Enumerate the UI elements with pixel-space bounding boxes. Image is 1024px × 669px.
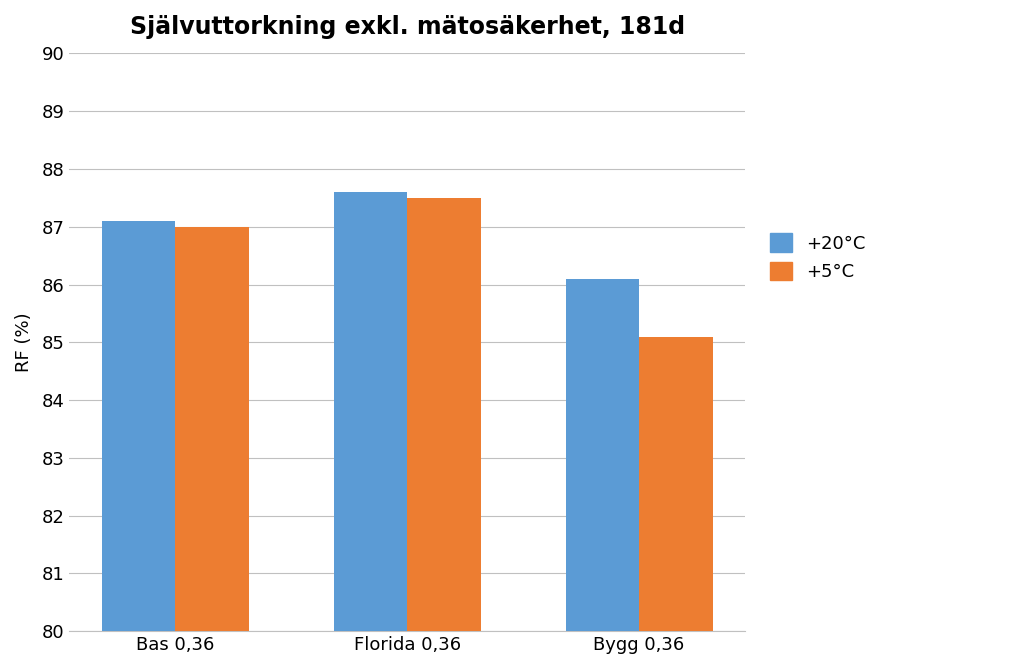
- Bar: [565, 279, 639, 631]
- Bar: [334, 192, 408, 631]
- Legend: +20°C, +5°C: +20°C, +5°C: [761, 224, 874, 290]
- Y-axis label: RF (%): RF (%): [15, 312, 33, 372]
- Bar: [639, 337, 713, 631]
- Bar: [102, 221, 175, 631]
- Bar: [175, 227, 249, 631]
- Bar: [408, 198, 480, 631]
- Title: Självuttorkning exkl. mätosäkerhet, 181d: Självuttorkning exkl. mätosäkerhet, 181d: [130, 15, 685, 39]
